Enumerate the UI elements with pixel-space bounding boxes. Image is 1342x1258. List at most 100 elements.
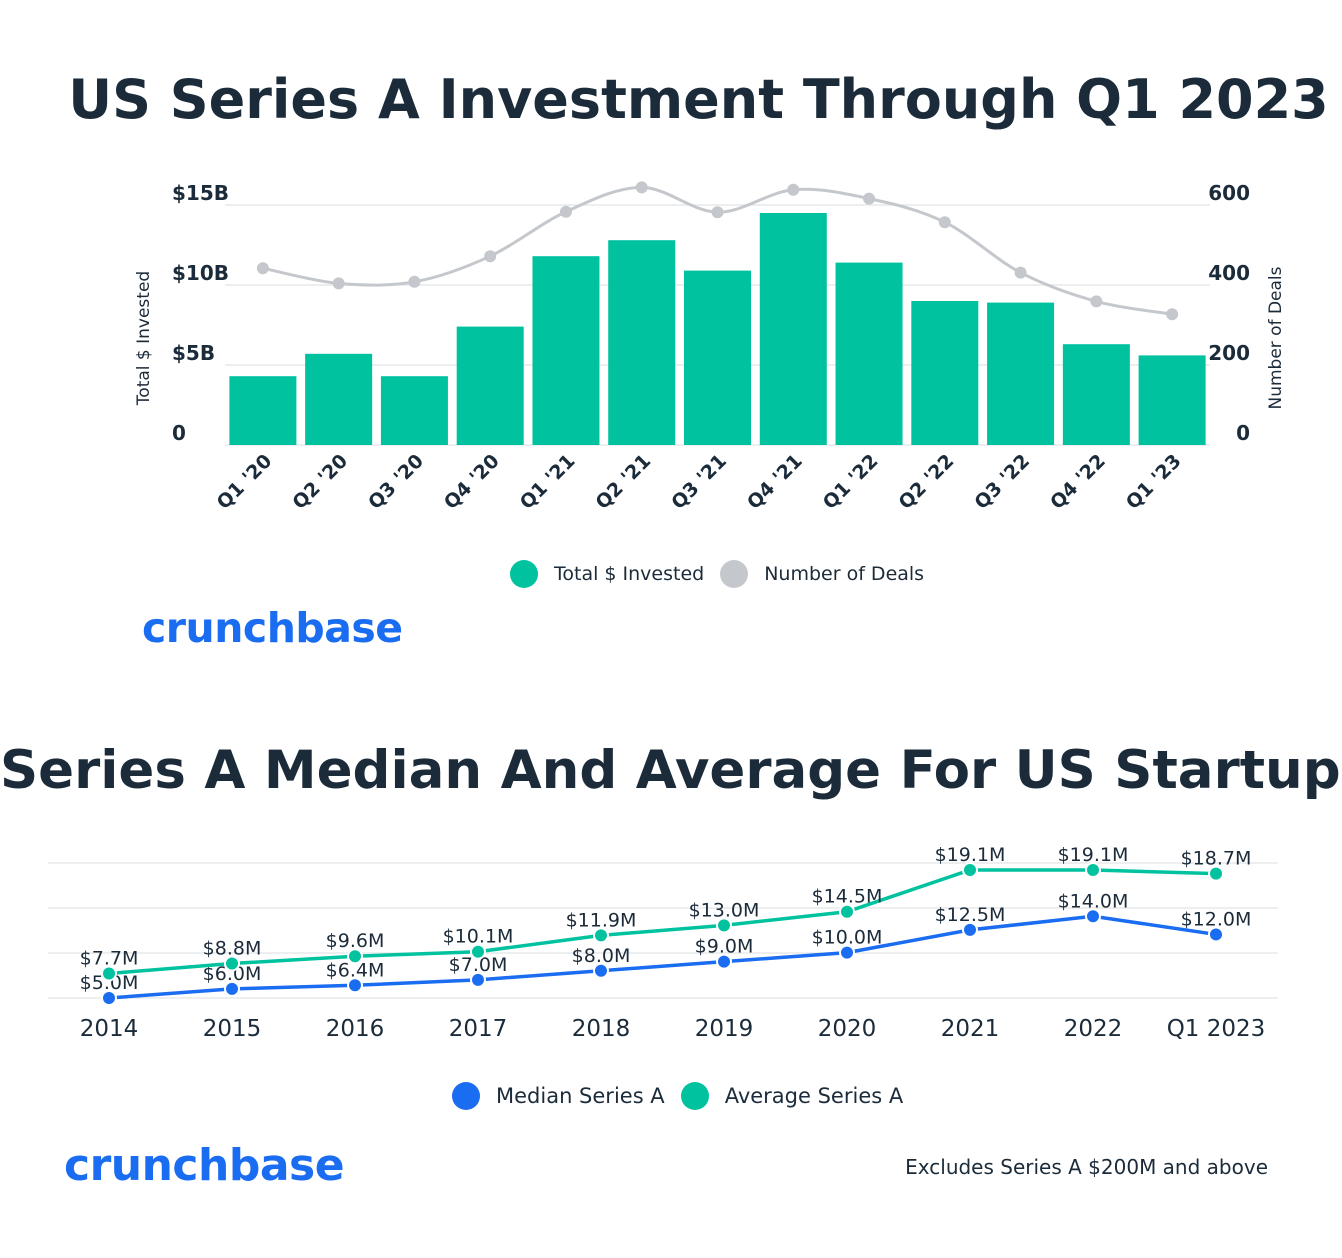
point-median-series-a bbox=[347, 977, 363, 994]
legend-swatch-deals bbox=[720, 560, 749, 588]
x-tick-label: 2019 bbox=[695, 1016, 754, 1042]
legend-label-average: Average Series A bbox=[724, 1084, 904, 1108]
point-number-of-deals bbox=[408, 275, 421, 288]
y-tick-label-right: 600 bbox=[1208, 181, 1250, 205]
point-number-of-deals bbox=[332, 277, 345, 290]
point-average-series-a bbox=[1085, 861, 1101, 878]
point-number-of-deals bbox=[1014, 266, 1027, 279]
point-number-of-deals bbox=[256, 262, 269, 275]
point-number-of-deals bbox=[1090, 295, 1103, 308]
point-median-series-a bbox=[101, 990, 117, 1006]
bar-total-invested bbox=[608, 240, 676, 445]
point-median-series-a bbox=[716, 953, 732, 970]
data-label-average: $7.7M bbox=[80, 947, 139, 969]
y-axis-label-right: Number of Deals bbox=[1266, 266, 1286, 409]
bar-total-invested bbox=[229, 376, 297, 445]
data-label-average: $19.1M bbox=[935, 844, 1006, 866]
data-label-average: $8.8M bbox=[203, 937, 262, 959]
data-label-average: $9.6M bbox=[326, 930, 385, 952]
y-axis-label-left: Total $ Invested bbox=[134, 271, 154, 406]
legend-swatch-average bbox=[680, 1082, 709, 1110]
data-label-median: $9.0M bbox=[695, 936, 754, 958]
point-median-series-a bbox=[839, 944, 855, 961]
crunchbase-logo: crunchbase bbox=[142, 604, 403, 652]
legend-label-median: Median Series A bbox=[496, 1084, 665, 1108]
point-average-series-a bbox=[839, 903, 855, 920]
y-tick-label-right: 200 bbox=[1208, 341, 1250, 365]
point-number-of-deals bbox=[711, 206, 724, 219]
y-tick-label-right: 400 bbox=[1208, 261, 1250, 285]
median-average-chart: 2014 2015 2016 2017 2018 2019 2020 2021 2022 Q1 2… bbox=[48, 844, 1278, 1042]
bar-total-invested bbox=[911, 301, 979, 445]
bar-total-invested bbox=[759, 213, 827, 445]
point-average-series-a bbox=[224, 955, 240, 972]
data-label-median: $6.4M bbox=[326, 959, 385, 981]
point-number-of-deals bbox=[863, 192, 876, 205]
legend-label-deals: Number of Deals bbox=[764, 563, 925, 585]
bar-total-invested bbox=[380, 376, 448, 445]
data-label-median: $5.0M bbox=[80, 972, 139, 994]
data-label-median: $10.0M bbox=[812, 927, 883, 949]
bar-total-invested bbox=[684, 270, 751, 445]
y-tick-label-left: $10B bbox=[172, 261, 229, 285]
data-label-average: $10.1M bbox=[443, 926, 514, 948]
x-tick-label: 2021 bbox=[941, 1016, 1000, 1042]
x-tick-label: 2018 bbox=[572, 1016, 631, 1042]
point-median-series-a bbox=[962, 921, 978, 938]
bar-total-invested bbox=[532, 256, 600, 445]
bar-total-invested bbox=[1138, 355, 1206, 445]
chart-title-median-average: Series A Median And Average For US Start… bbox=[0, 740, 1342, 801]
legend-swatch-invested bbox=[510, 560, 538, 588]
point-number-of-deals bbox=[559, 205, 572, 218]
legend-swatch-median bbox=[452, 1082, 480, 1110]
x-tick-label: 2017 bbox=[449, 1016, 508, 1042]
chart-title-investment: US Series A Investment Through Q1 2023 bbox=[68, 68, 1329, 131]
x-tick-label: 2015 bbox=[203, 1016, 262, 1042]
point-median-series-a bbox=[224, 980, 240, 997]
data-label-average: $19.1M bbox=[1058, 844, 1129, 866]
bar-total-invested bbox=[456, 326, 524, 445]
bar-total-invested bbox=[987, 302, 1055, 445]
point-average-series-a bbox=[716, 917, 732, 934]
data-label-average: $14.5M bbox=[812, 886, 883, 908]
median-average-legend: Median Series A Average Series A bbox=[452, 1082, 903, 1110]
point-number-of-deals bbox=[484, 250, 497, 263]
point-median-series-a bbox=[470, 971, 486, 988]
crunchbase-logo-bottom: crunchbase bbox=[64, 1140, 345, 1191]
investment-chart: 0 $5B $10B $15B 0 200 400 600 Total $ Invested Nu… bbox=[134, 181, 1286, 514]
point-average-series-a bbox=[347, 948, 363, 965]
bar-total-invested bbox=[835, 262, 903, 445]
point-average-series-a bbox=[1208, 865, 1224, 882]
point-median-series-a bbox=[593, 962, 609, 979]
y-tick-label-left: $15B bbox=[172, 181, 229, 205]
data-label-median: $14.0M bbox=[1058, 890, 1129, 912]
data-label-average: $13.0M bbox=[689, 899, 760, 921]
data-label-median: $6.0M bbox=[203, 963, 262, 985]
data-label-median: $12.0M bbox=[1181, 908, 1252, 930]
point-average-series-a bbox=[101, 965, 117, 982]
data-label-average: $11.9M bbox=[566, 909, 637, 931]
data-label-average: $18.7M bbox=[1181, 848, 1252, 870]
data-label-median: $8.0M bbox=[572, 945, 631, 967]
x-tick-label: 2016 bbox=[326, 1016, 385, 1042]
y-tick-label-left: 0 bbox=[172, 421, 186, 445]
legend-label-invested: Total $ Invested bbox=[554, 563, 705, 585]
x-tick-label: 2014 bbox=[80, 1016, 139, 1042]
point-average-series-a bbox=[962, 861, 978, 878]
point-median-series-a bbox=[1208, 926, 1224, 943]
data-label-median: $12.5M bbox=[935, 904, 1006, 926]
line-median-series-a bbox=[108, 914, 1217, 1000]
line-average-series-a bbox=[108, 868, 1217, 976]
point-median-series-a bbox=[1085, 908, 1101, 925]
x-tick-label: 2022 bbox=[1064, 1016, 1123, 1042]
x-tick-label: Q1 2023 bbox=[1167, 1016, 1266, 1042]
y-tick-label-right: 0 bbox=[1236, 421, 1250, 445]
bar-total-invested bbox=[1062, 344, 1130, 445]
point-number-of-deals bbox=[1166, 308, 1179, 321]
x-tick-label: 2020 bbox=[818, 1016, 877, 1042]
data-label-median: $7.0M bbox=[449, 954, 508, 976]
footnote: Excludes Series A $200M and above bbox=[905, 1155, 1268, 1179]
point-average-series-a bbox=[593, 927, 609, 944]
point-number-of-deals bbox=[938, 216, 951, 229]
point-average-series-a bbox=[470, 943, 486, 960]
